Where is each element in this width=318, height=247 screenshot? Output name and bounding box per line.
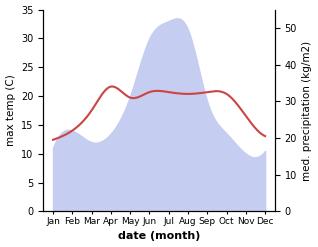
Y-axis label: med. precipitation (kg/m2): med. precipitation (kg/m2) — [302, 40, 313, 181]
Y-axis label: max temp (C): max temp (C) — [5, 75, 16, 146]
X-axis label: date (month): date (month) — [118, 231, 200, 242]
